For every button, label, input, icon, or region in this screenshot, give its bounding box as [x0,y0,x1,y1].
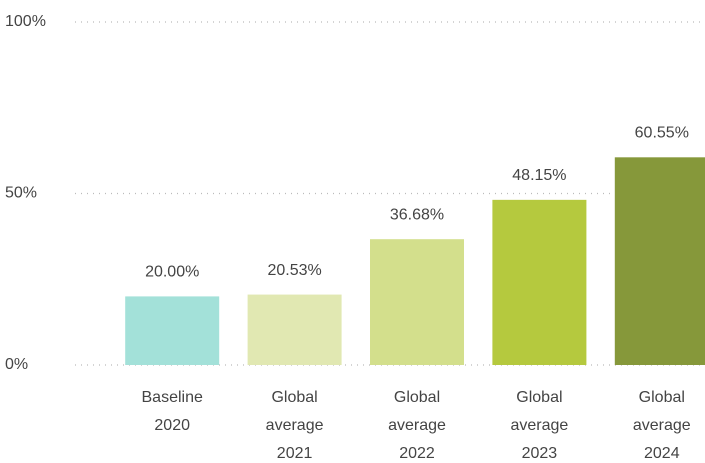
x-tick-label: 2021 [277,445,313,462]
value-label: 20.00% [145,264,199,281]
y-tick-label: 100% [5,13,46,30]
x-tick-label: 2023 [522,445,558,462]
bar [370,239,464,365]
x-tick-label: average [388,417,446,434]
value-label: 60.55% [635,125,689,142]
bar [125,296,220,365]
x-tick-label: average [510,417,568,434]
x-tick-label: average [633,417,691,434]
bar [492,199,587,365]
x-tick-label: 2024 [644,445,680,462]
y-tick-label: 50% [5,185,37,202]
x-tick-label: 2020 [154,417,190,434]
x-tick-label: average [266,417,324,434]
value-label: 48.15% [512,167,566,184]
value-label: 36.68% [390,206,444,223]
y-tick-label: 0% [5,356,28,373]
x-tick-label: Global [394,389,440,406]
x-tick-label: Global [516,389,562,406]
x-tick-label: Baseline [142,389,203,406]
bar [614,157,705,365]
x-tick-label: Global [639,389,685,406]
value-label: 20.53% [267,262,321,279]
x-tick-label: Global [271,389,317,406]
x-tick-label: 2022 [399,445,435,462]
bar [247,294,342,365]
